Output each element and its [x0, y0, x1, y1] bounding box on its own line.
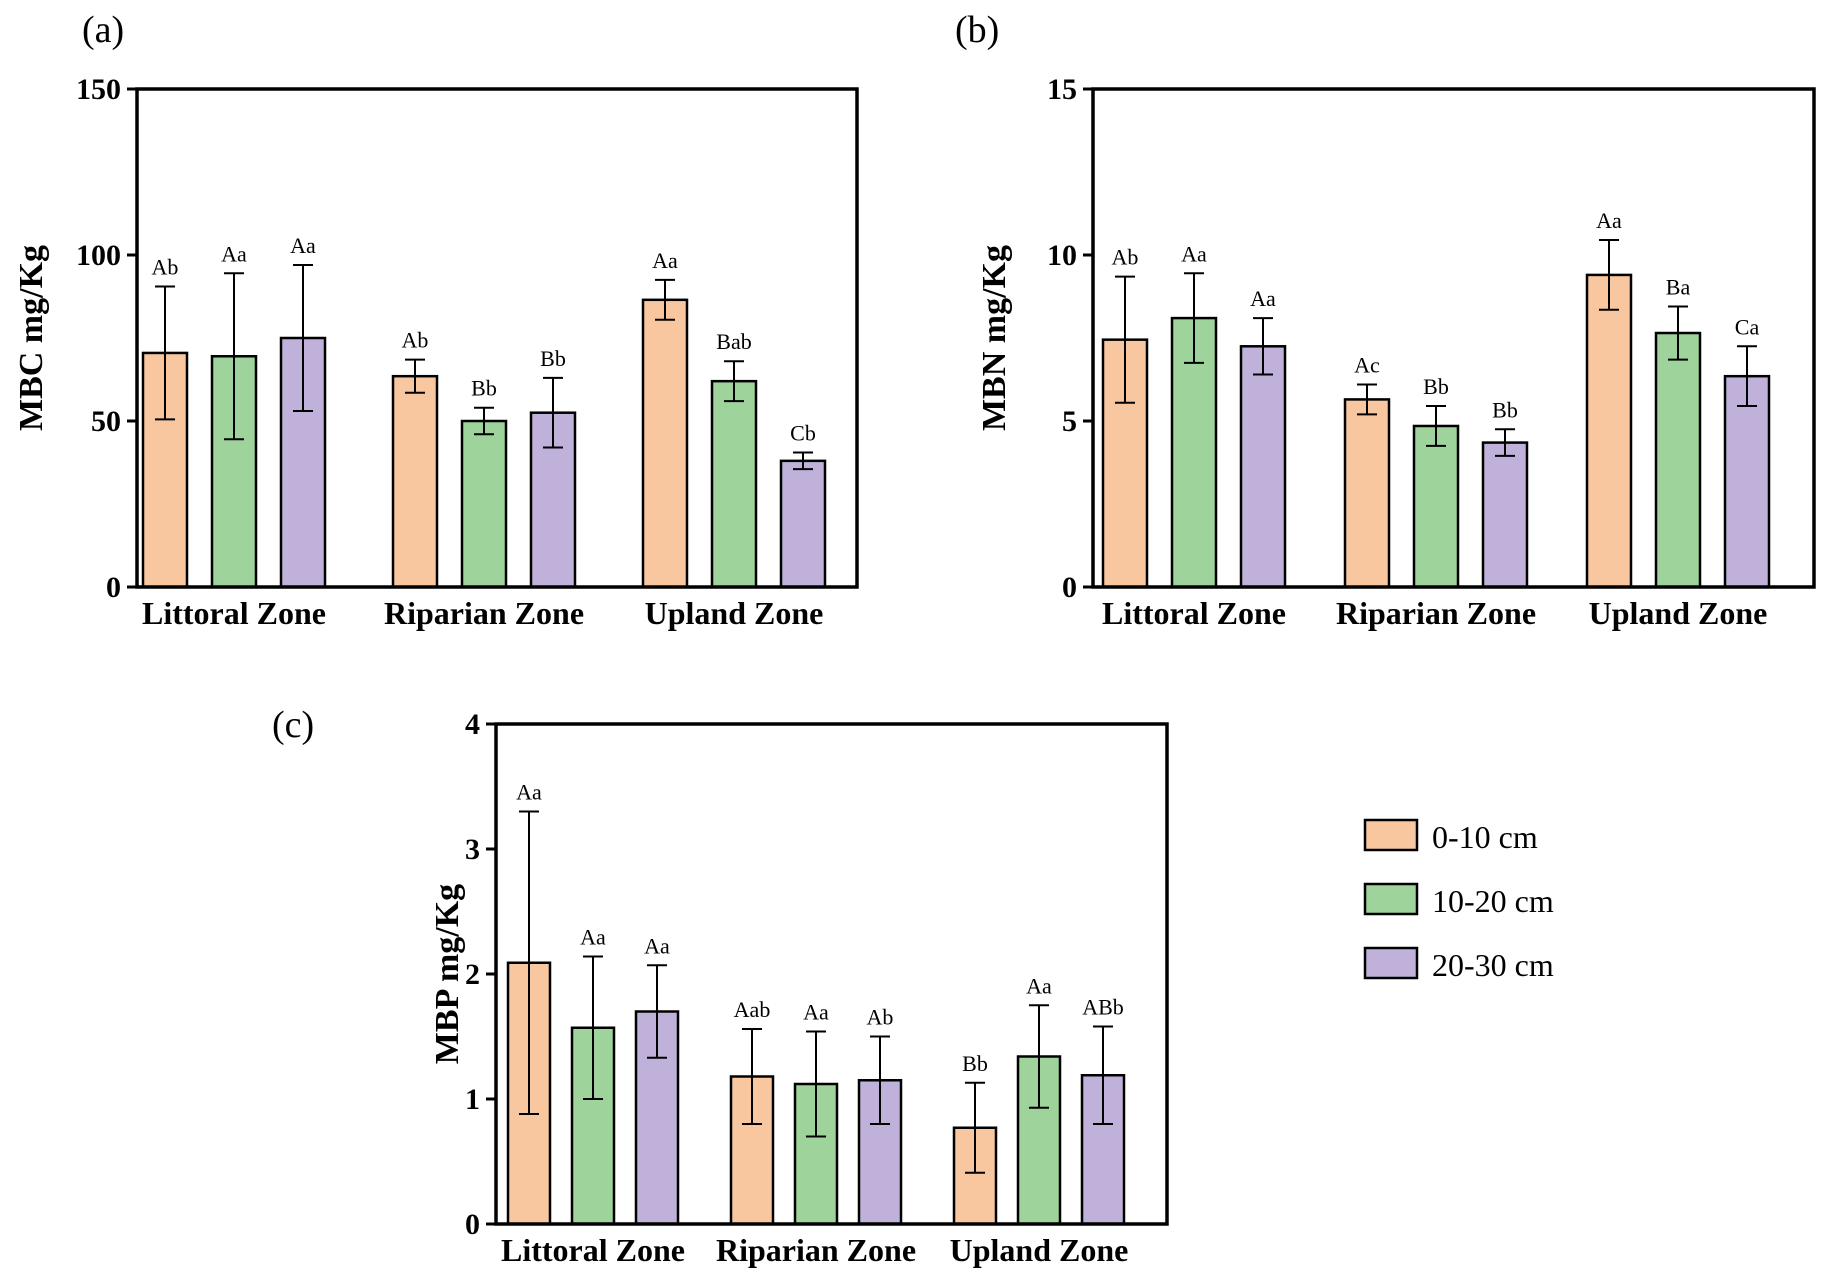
bar-riparian-zone-0-10-cm	[1343, 398, 1391, 589]
panel-label: (a)	[82, 9, 124, 51]
significance-label: Bb	[962, 1051, 988, 1076]
y-tick-label: 50	[91, 405, 121, 438]
y-tick-label: 15	[1047, 73, 1077, 106]
significance-label: ABb	[1082, 995, 1124, 1020]
x-category-label: Littoral Zone	[142, 595, 326, 631]
y-tick-label: 100	[76, 239, 121, 272]
bar-riparian-zone-0-10-cm	[391, 374, 439, 589]
significance-label: Aa	[803, 1000, 829, 1025]
y-axis-title: MBP mg/Kg	[429, 884, 466, 1064]
y-tick-label: 5	[1062, 405, 1077, 438]
bar-upland-zone-20-30-cm	[1723, 374, 1771, 589]
significance-label: Aa	[644, 933, 670, 958]
legend: 0-10 cm 10-20 cm 20-30 cm	[1363, 818, 1554, 983]
significance-label: Bb	[1423, 374, 1449, 399]
y-tick-label: 0	[465, 1208, 480, 1241]
y-tick-label: 0	[1062, 571, 1077, 604]
panel-c: (c) MBP mg/Kg 0 1 2 3 4 Aa Aa Aa Littoral Zone Aab A…	[272, 704, 1169, 1268]
x-category-label: Upland Zone	[950, 1232, 1129, 1268]
bar-upland-zone-10-20-cm	[1654, 331, 1702, 589]
bar-riparian-zone-10-20-cm	[1412, 424, 1460, 589]
panel-label: (b)	[955, 9, 999, 51]
legend-swatch-10-20	[1363, 882, 1419, 916]
significance-label: Ab	[867, 1005, 894, 1030]
significance-label: Bb	[1492, 397, 1518, 422]
legend-label-10-20: 10-20 cm	[1432, 883, 1554, 919]
plot-frame	[1091, 87, 1816, 589]
significance-label: Aa	[1250, 286, 1276, 311]
y-tick-label: 4	[465, 708, 480, 741]
x-category-label: Upland Zone	[645, 595, 824, 631]
significance-label: Aa	[652, 248, 678, 273]
legend-swatch-0-10	[1363, 818, 1419, 852]
significance-label: Ab	[1112, 245, 1139, 270]
y-axis-title: MBN mg/Kg	[976, 245, 1013, 431]
y-tick-label: 10	[1047, 239, 1077, 272]
y-tick-label: 1	[465, 1083, 480, 1116]
significance-label: Aa	[516, 780, 542, 805]
bar-upland-zone-0-10-cm	[641, 298, 689, 589]
legend-label-20-30: 20-30 cm	[1432, 947, 1554, 983]
y-tick-label: 150	[76, 73, 121, 106]
y-axis-title: MBC mg/Kg	[13, 245, 50, 431]
x-category-label: Riparian Zone	[716, 1232, 916, 1268]
plot-frame	[135, 87, 859, 589]
x-category-label: Littoral Zone	[1102, 595, 1286, 631]
significance-label: Aa	[1026, 973, 1052, 998]
significance-label: Ca	[1735, 314, 1760, 339]
significance-label: Aa	[580, 925, 606, 950]
panel-b: (b) MBN mg/Kg 0 5 10 15 Ab Aa Aa Littoral Zone Ac B…	[955, 9, 1816, 631]
bar-riparian-zone-20-30-cm	[1481, 441, 1529, 589]
significance-label: Ab	[152, 255, 179, 280]
significance-label: Bb	[540, 346, 566, 371]
bar-littoral-zone-20-30-cm	[1239, 345, 1287, 589]
significance-label: Aa	[1181, 241, 1207, 266]
significance-label: Ac	[1354, 352, 1380, 377]
significance-label: Bab	[716, 329, 751, 354]
significance-label: Aa	[1596, 208, 1622, 233]
significance-label: Aab	[734, 997, 771, 1022]
panel-label: (c)	[272, 704, 314, 746]
y-tick-label: 3	[465, 833, 480, 866]
x-category-label: Riparian Zone	[384, 595, 584, 631]
y-tick-label: 0	[106, 571, 121, 604]
significance-label: Ab	[402, 328, 429, 353]
legend-swatch-20-30	[1363, 946, 1419, 980]
x-category-label: Riparian Zone	[1336, 595, 1536, 631]
panel-a: (a) MBC mg/Kg 0 50 100 150 Ab Aa Aa Littoral Zone…	[13, 9, 859, 631]
x-category-label: Littoral Zone	[501, 1232, 685, 1268]
bar-riparian-zone-10-20-cm	[460, 419, 508, 589]
significance-label: Aa	[221, 241, 247, 266]
significance-label: Aa	[290, 233, 316, 258]
x-category-label: Upland Zone	[1589, 595, 1768, 631]
significance-label: Bb	[471, 376, 497, 401]
bar-upland-zone-0-10-cm	[1585, 273, 1633, 589]
legend-label-0-10: 0-10 cm	[1432, 819, 1538, 855]
bar-upland-zone-10-20-cm	[710, 379, 758, 589]
plot-frame	[494, 722, 1169, 1226]
y-tick-label: 2	[465, 958, 480, 991]
bar-upland-zone-20-30-cm	[779, 459, 827, 589]
significance-label: Ba	[1666, 274, 1691, 299]
significance-label: Cb	[790, 421, 816, 446]
